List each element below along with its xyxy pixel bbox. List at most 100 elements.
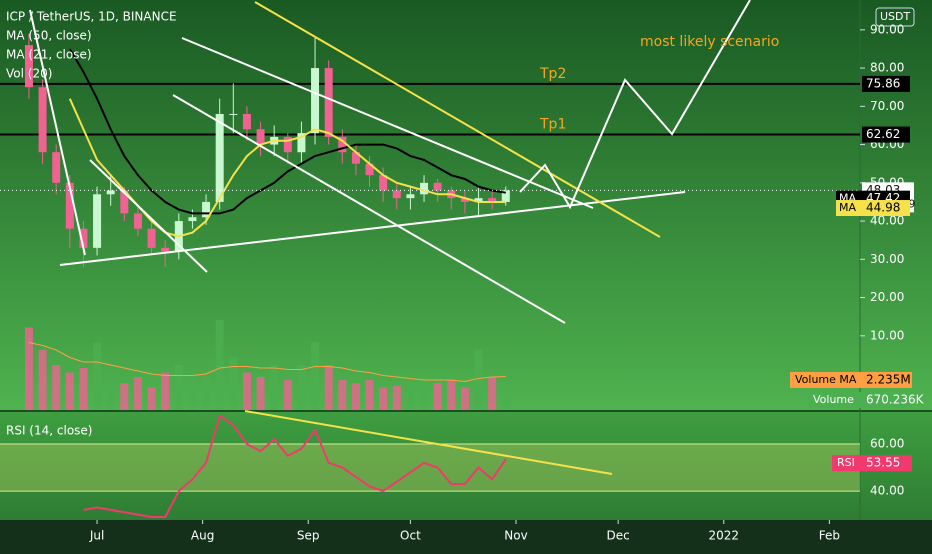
candle-body xyxy=(283,136,292,153)
candle-body xyxy=(93,194,102,248)
candle-body xyxy=(215,113,224,202)
candle-body xyxy=(106,190,115,195)
y-tick-label: 40.00 xyxy=(870,214,904,228)
volume-bar xyxy=(215,320,224,410)
x-tick-label: Dec xyxy=(607,529,630,543)
candle-body xyxy=(365,163,374,176)
volume-bar xyxy=(147,387,156,410)
volume-bar xyxy=(229,357,238,410)
volume-bar xyxy=(460,387,469,410)
ma-line xyxy=(68,48,506,215)
x-tick-label: Feb xyxy=(819,529,840,543)
volume-bar xyxy=(351,383,360,410)
candle-body xyxy=(474,198,483,202)
volume-bar xyxy=(133,377,142,410)
ma-badge-box xyxy=(836,200,910,217)
price-pane xyxy=(0,0,932,411)
ma-badge: MA xyxy=(839,201,856,214)
volume-bar xyxy=(379,387,388,410)
y-tick-label: 80.00 xyxy=(870,61,904,75)
volume-value: 670.236K xyxy=(866,393,925,407)
rsi-line xyxy=(83,414,507,518)
legend-item: MA (50, close) xyxy=(6,29,92,43)
candle-body xyxy=(65,182,74,229)
volume-bar xyxy=(447,380,456,410)
volume-bar xyxy=(420,377,429,410)
legend-item: MA (21, close) xyxy=(6,48,92,62)
rsi-tick-label: 40.00 xyxy=(870,484,904,498)
volume-bar xyxy=(242,372,251,410)
volume-bar xyxy=(256,377,265,410)
volume-badge-box xyxy=(790,372,912,388)
rsi-band xyxy=(0,444,860,492)
volume-bar xyxy=(270,365,279,410)
time-axis xyxy=(0,520,932,550)
x-tick-label: 2022 xyxy=(708,529,739,543)
y-tick-label: 30.00 xyxy=(870,252,904,266)
trendlines xyxy=(29,0,751,475)
volume-bar xyxy=(202,377,211,410)
candle-body xyxy=(324,68,333,137)
volume-bar xyxy=(106,380,115,410)
candle-body xyxy=(392,190,401,199)
candle-body xyxy=(351,152,360,164)
volume-bar xyxy=(161,372,170,410)
x-tick-label: Jul xyxy=(89,529,104,543)
candle-body xyxy=(501,190,510,202)
volume-bar xyxy=(120,383,129,410)
legend-item: Vol (20) xyxy=(6,67,52,81)
volume-bar xyxy=(52,365,61,410)
volume-bar xyxy=(406,383,415,410)
volume-bar xyxy=(501,399,510,410)
currency: USDT xyxy=(880,10,911,23)
volume-bar xyxy=(24,327,33,410)
candle-body xyxy=(161,247,170,252)
level-box xyxy=(862,75,910,92)
annotation: most likely scenario xyxy=(640,34,779,50)
rsi-badge-box xyxy=(832,455,912,472)
volume-bar xyxy=(79,368,88,410)
candle-body xyxy=(24,45,33,88)
volume-bar xyxy=(174,365,183,410)
candle-body xyxy=(38,87,47,153)
volume-bar xyxy=(392,386,401,410)
trendline xyxy=(254,1,661,238)
volume-bar xyxy=(38,350,47,410)
x-tick-label: Oct xyxy=(400,529,421,543)
volume-bar xyxy=(188,380,197,410)
candle-body xyxy=(52,152,61,183)
currency-box xyxy=(875,7,915,27)
x-tick-label: Nov xyxy=(504,529,527,543)
volume-badge: Volume MA xyxy=(795,373,857,386)
legend-title: ICP / TetherUS, 1D, BINANCE xyxy=(6,10,177,24)
volume-ma-line xyxy=(28,342,506,383)
candle-body xyxy=(256,129,265,145)
y-tick-label: 20.00 xyxy=(870,290,904,304)
candle-body xyxy=(120,190,129,214)
volume-bar xyxy=(93,342,102,410)
y-tick-label: 70.00 xyxy=(870,99,904,113)
volume-value: 2.235M xyxy=(866,373,911,387)
trendline xyxy=(59,191,686,266)
rsi-badge: RSI xyxy=(837,456,855,469)
volume-bar xyxy=(433,383,442,410)
ma-value: 44.98 xyxy=(866,201,900,215)
level-value: 75.86 xyxy=(866,76,900,90)
candle-body xyxy=(488,198,497,202)
volume-bar xyxy=(488,377,497,410)
candle-body xyxy=(311,68,320,134)
candle-body xyxy=(79,228,88,248)
candle-body xyxy=(406,194,415,199)
trendline xyxy=(89,159,208,273)
rsi-tick-label: 60.00 xyxy=(870,437,904,451)
level-label: Tp2 xyxy=(539,66,566,82)
candle-body xyxy=(242,113,251,130)
volume-bar xyxy=(324,365,333,410)
candle-body xyxy=(147,228,156,248)
volume-bar xyxy=(65,372,74,410)
level-label: Tp1 xyxy=(539,117,566,133)
candle-body xyxy=(297,133,306,153)
candle-body xyxy=(188,217,197,222)
trendline xyxy=(172,94,566,324)
